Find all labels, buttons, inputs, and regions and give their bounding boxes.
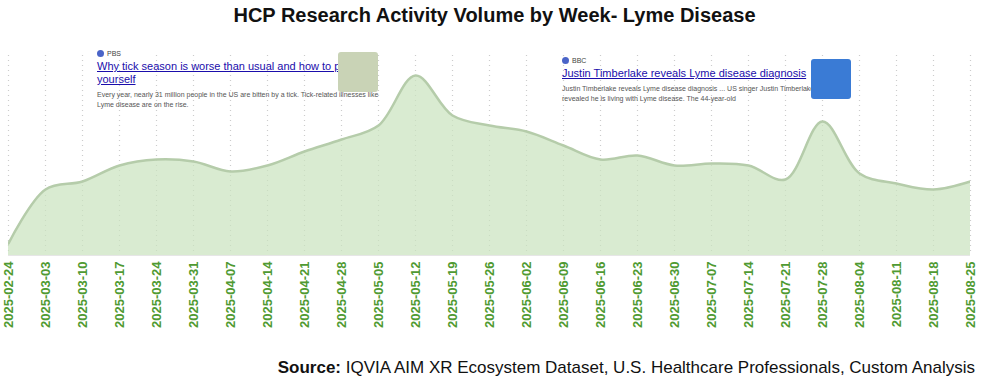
svg-text:2025-08-11: 2025-08-11 <box>889 262 904 328</box>
svg-text:2025-08-04: 2025-08-04 <box>852 261 867 328</box>
html-text:Justin Timberlake reveals Lyme: Justin Timberlake reveals Lyme disease d… <box>562 67 807 79</box>
svg-text:2025-03-31: 2025-03-31 <box>186 262 201 329</box>
svg-text:2025-03-24: 2025-03-24 <box>149 261 164 328</box>
svg-text:2025-04-14: 2025-04-14 <box>260 261 275 328</box>
svg-text:2025-03-10: 2025-03-10 <box>75 262 90 329</box>
html-text:Why tick season is worse than: Why tick season is worse than usual and … <box>97 60 368 85</box>
svg-text:2025-06-23: 2025-06-23 <box>630 262 645 329</box>
svg-text:2025-02-24: 2025-02-24 <box>1 261 16 328</box>
svg-text:2025-03-03: 2025-03-03 <box>38 262 53 329</box>
svg-text:2025-05-26: 2025-05-26 <box>482 262 497 329</box>
svg-text:2025-07-14: 2025-07-14 <box>741 261 756 328</box>
svg-text:2025-07-07: 2025-07-07 <box>704 262 719 329</box>
html-text:HCP Research Activity Volume b: HCP Research Activity Volume by Week- Ly… <box>233 4 756 26</box>
svg-text:2025-07-28: 2025-07-28 <box>815 262 830 329</box>
svg-text:2025-05-19: 2025-05-19 <box>445 262 460 329</box>
svg-text:2025-06-16: 2025-06-16 <box>593 262 608 329</box>
svg-text:2025-06-30: 2025-06-30 <box>667 262 682 329</box>
svg-text:2025-08-18: 2025-08-18 <box>926 262 941 329</box>
html-text:BBC: BBC <box>572 57 587 64</box>
svg-text:2025-08-25: 2025-08-25 <box>963 262 978 329</box>
svg-text:2025-07-21: 2025-07-21 <box>778 262 793 329</box>
svg-text:2025-06-09: 2025-06-09 <box>556 262 571 329</box>
svg-text:2025-03-17: 2025-03-17 <box>112 262 127 329</box>
svg-text:2025-05-05: 2025-05-05 <box>371 262 386 329</box>
html-text:Source: IQVIA AIM XR Ecosystem: Source: IQVIA AIM XR Ecosystem Dataset, … <box>277 358 975 377</box>
html-text:Justin Timberlake reveals Lyme: Justin Timberlake reveals Lyme disease d… <box>562 85 828 102</box>
svg-text:2025-04-21: 2025-04-21 <box>297 262 312 329</box>
html-text:Every year, nearly 31 million: Every year, nearly 31 million people in … <box>97 91 379 108</box>
svg-text:2025-04-28: 2025-04-28 <box>334 262 349 329</box>
html-text:PBS: PBS <box>107 50 121 57</box>
svg-text:2025-04-07: 2025-04-07 <box>223 262 238 329</box>
svg-text:2025-06-02: 2025-06-02 <box>519 262 534 329</box>
svg-text:2025-05-12: 2025-05-12 <box>408 262 423 329</box>
